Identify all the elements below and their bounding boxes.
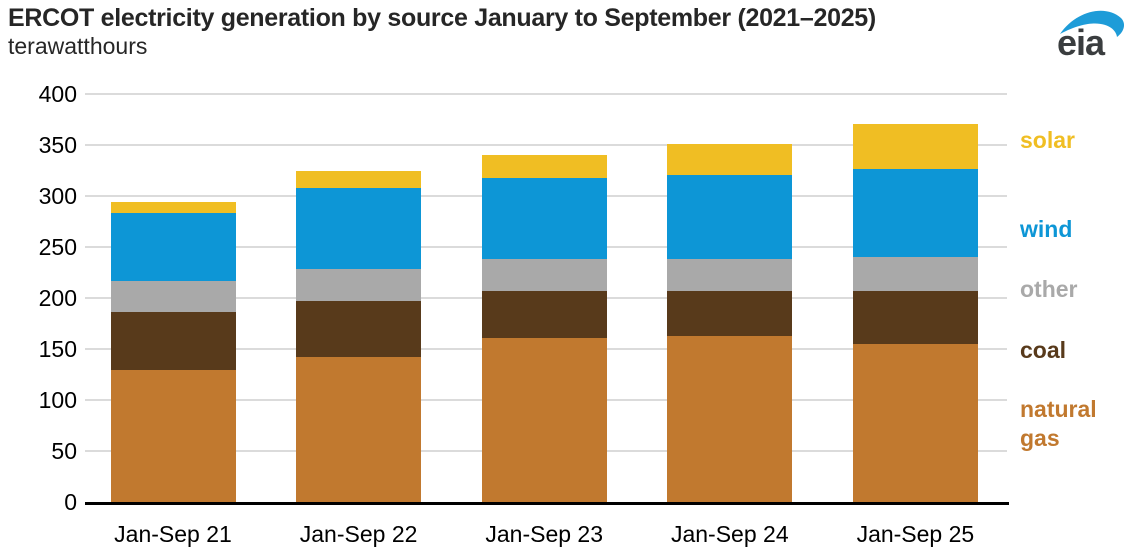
- bar-jan-sep-24-coal-segment: [667, 290, 793, 336]
- y-tick-label-400: 400: [38, 81, 77, 107]
- y-tick-label-150: 150: [38, 336, 77, 362]
- bar-jan-sep-23-wind-segment: [481, 177, 607, 260]
- x-tick-label-jan-sep-24: Jan-Sep 24: [670, 521, 789, 547]
- y-tick-label-0: 0: [64, 489, 77, 515]
- y-tick-label-200: 200: [38, 285, 77, 311]
- gridline-400: [85, 93, 1007, 95]
- bar-jan-sep-24-natural-gas-segment: [667, 335, 793, 502]
- bar-jan-sep-25-coal-segment: [852, 290, 978, 344]
- legend-label-other: other: [1020, 276, 1078, 302]
- bar-jan-sep-24: [667, 94, 793, 502]
- bar-jan-sep-25-natural-gas-segment: [852, 343, 978, 502]
- bar-jan-sep-23-solar-segment: [481, 155, 607, 178]
- y-tick-label-300: 300: [38, 183, 77, 209]
- y-tick-label-50: 50: [51, 438, 77, 464]
- bar-jan-sep-22-natural-gas-segment: [296, 357, 422, 502]
- bar-jan-sep-24-wind-segment: [667, 174, 793, 260]
- bar-jan-sep-25-solar-segment: [852, 123, 978, 170]
- bar-jan-sep-22-other-segment: [296, 269, 422, 302]
- bar-jan-sep-21-wind-segment: [110, 213, 236, 281]
- bar-jan-sep-23-coal-segment: [481, 290, 607, 338]
- chart-title: ERCOT electricity generation by source J…: [8, 4, 876, 32]
- bar-jan-sep-22-coal-segment: [296, 301, 422, 358]
- bar-jan-sep-23: [481, 94, 607, 502]
- eia-logo-swoosh-icon: [1060, 10, 1125, 37]
- bar-jan-sep-23-other-segment: [481, 259, 607, 291]
- bar-jan-sep-21: [110, 94, 236, 502]
- x-tick-label-jan-sep-21: Jan-Sep 21: [114, 521, 232, 547]
- bar-jan-sep-24-other-segment: [667, 259, 793, 291]
- y-tick-label-350: 350: [38, 132, 77, 158]
- bar-jan-sep-25: [852, 94, 978, 502]
- bar-jan-sep-25-other-segment: [852, 257, 978, 291]
- gridline-350: [85, 144, 1007, 146]
- legend-label-coal: coal: [1020, 337, 1067, 363]
- y-tick-label-100: 100: [38, 387, 77, 413]
- bar-jan-sep-24-solar-segment: [667, 144, 793, 175]
- bar-jan-sep-23-natural-gas-segment: [481, 337, 607, 502]
- bar-jan-sep-21-natural-gas-segment: [110, 370, 236, 502]
- legend-label-wind: wind: [1020, 216, 1073, 242]
- eia-logo: eia: [1057, 10, 1125, 61]
- eia-logo-text: eia: [1057, 22, 1106, 61]
- bar-jan-sep-25-wind-segment: [852, 169, 978, 258]
- bar-jan-sep-21-coal-segment: [110, 312, 236, 371]
- chart-subtitle-units: terawatthours: [8, 33, 148, 59]
- x-tick-label-jan-sep-23: Jan-Sep 23: [485, 521, 603, 547]
- bar-jan-sep-22-wind-segment: [296, 187, 422, 270]
- bar-jan-sep-22-solar-segment: [296, 170, 422, 188]
- x-tick-label-jan-sep-25: Jan-Sep 25: [856, 521, 975, 547]
- bar-jan-sep-21-other-segment: [110, 280, 236, 313]
- y-tick-label-250: 250: [38, 234, 77, 260]
- bar-jan-sep-21-solar-segment: [110, 202, 236, 214]
- x-axis-line: [85, 502, 1009, 505]
- plot-area: [85, 93, 1007, 502]
- x-tick-label-jan-sep-22: Jan-Sep 22: [299, 521, 418, 547]
- legend-label-solar: solar: [1020, 127, 1075, 153]
- bar-jan-sep-22: [296, 94, 422, 502]
- legend-label-natural-gas: natural gas: [1020, 396, 1097, 451]
